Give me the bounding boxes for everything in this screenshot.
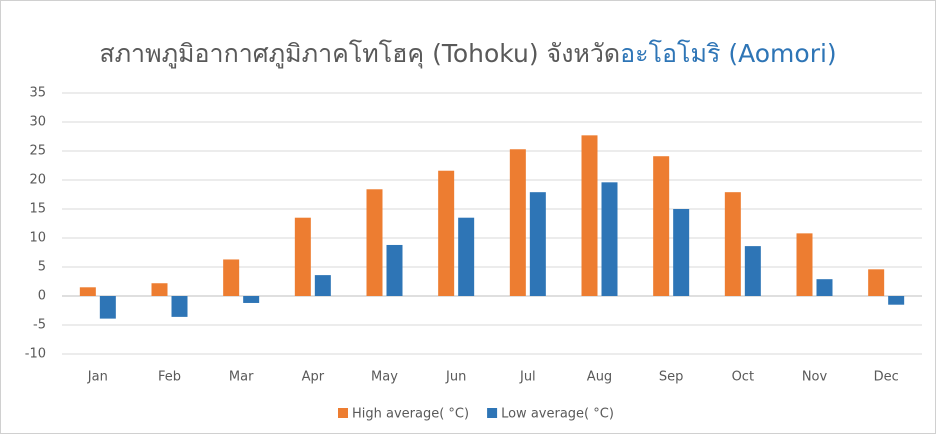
bar [581, 135, 598, 296]
x-tick-label: Apr [302, 370, 325, 385]
title-part: สภาพภูมิอากาศภูมิภาคโทโฮคุ (Tohoku) จังห… [99, 39, 620, 69]
bar [458, 217, 475, 296]
bar [294, 217, 311, 296]
x-tick-label: Mar [229, 370, 254, 385]
bar [386, 244, 403, 296]
x-tick-label: Sep [659, 370, 684, 385]
bar [314, 275, 331, 296]
title-part: อะโอโมริ (Aomori) [620, 39, 837, 68]
x-tick-label: Aug [587, 370, 612, 385]
y-tick-label: 15 [29, 202, 46, 217]
x-tick-label: Feb [158, 370, 181, 385]
y-tick-label: -5 [33, 318, 46, 333]
bar [744, 246, 761, 296]
legend-swatch [487, 408, 498, 418]
x-tick-label: Jun [445, 370, 466, 385]
legend-label: High average( °C) [352, 407, 469, 422]
bar [673, 209, 690, 296]
bar [796, 233, 813, 296]
x-tick-label: Nov [802, 370, 828, 385]
bar [868, 269, 885, 296]
x-tick-label: Jul [519, 370, 536, 385]
x-tick-label: Jan [87, 370, 108, 385]
y-tick-label: 10 [29, 231, 46, 246]
bar [724, 192, 741, 296]
bar [366, 189, 383, 296]
bar [151, 283, 168, 296]
y-tick-label: 25 [29, 144, 46, 159]
y-tick-label: -10 [25, 347, 46, 362]
bar [888, 296, 905, 305]
y-tick-label: 5 [38, 260, 46, 275]
bar [171, 296, 188, 317]
bar [223, 259, 240, 296]
x-tick-label: Dec [874, 370, 899, 385]
chart-title: สภาพภูมิอากาศภูมิภาคโทโฮคุ (Tohoku) จังห… [99, 39, 836, 69]
bar [438, 170, 455, 296]
bar [509, 149, 526, 296]
y-tick-label: 30 [29, 115, 46, 130]
bar [601, 182, 618, 296]
bar [243, 296, 260, 303]
x-tick-label: May [371, 370, 398, 385]
x-tick-label: Oct [732, 370, 754, 385]
y-tick-label: 20 [29, 173, 46, 188]
bar [529, 192, 546, 296]
y-tick-label: 35 [29, 86, 46, 101]
legend-swatch [338, 408, 348, 418]
y-tick-label: 0 [38, 289, 46, 304]
bar [653, 156, 670, 296]
bar [816, 279, 833, 296]
legend-label: Low average( °C) [501, 407, 614, 422]
bar [99, 296, 116, 319]
bar [79, 287, 96, 296]
